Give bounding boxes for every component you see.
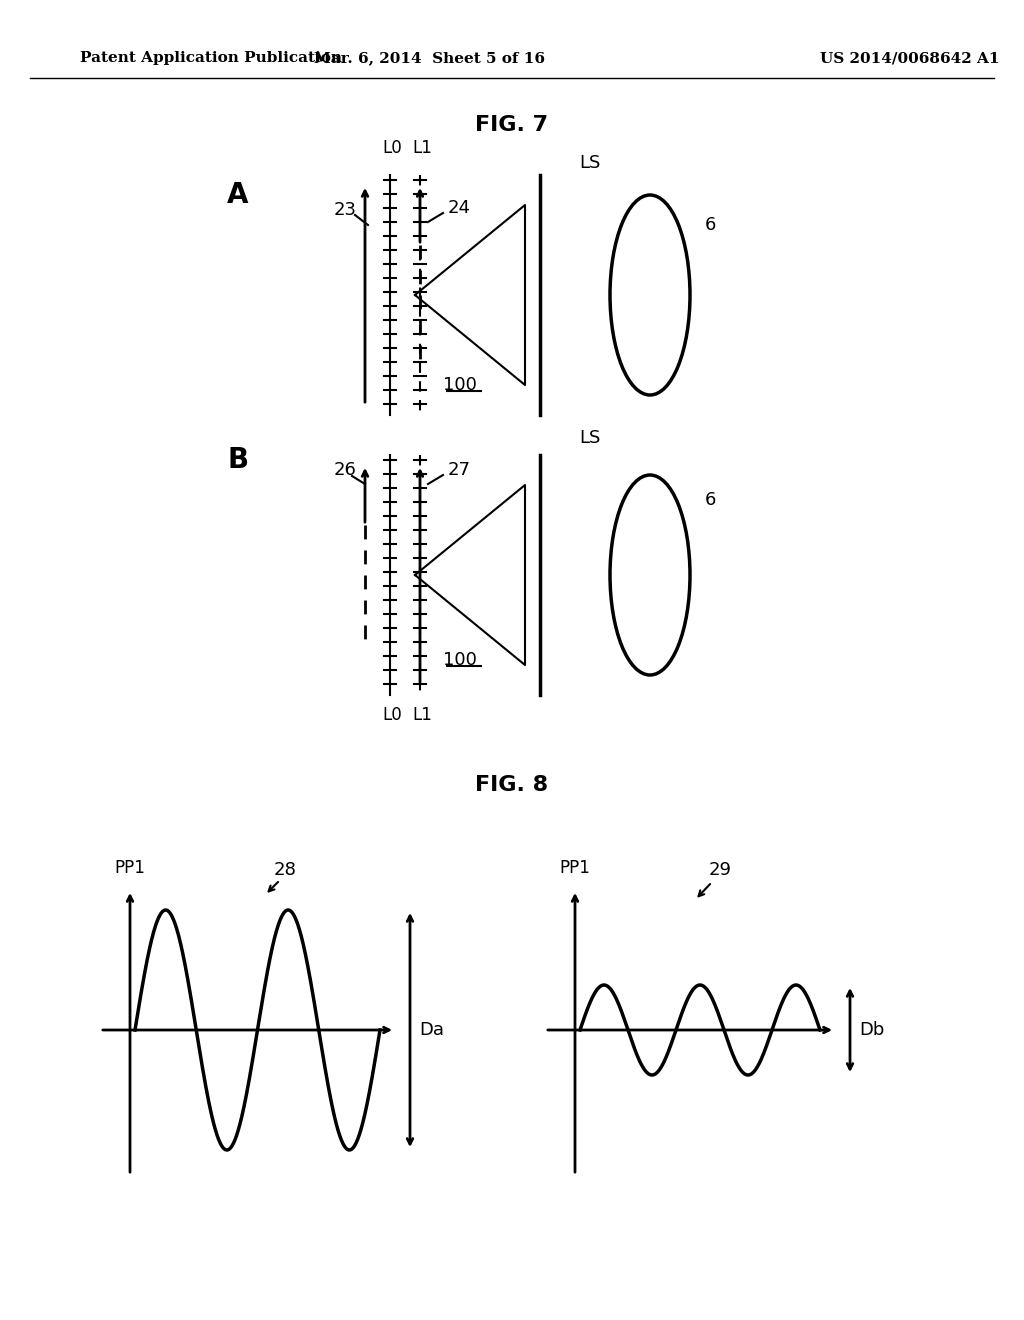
Text: L1: L1 xyxy=(412,706,432,723)
Text: Db: Db xyxy=(859,1020,885,1039)
Text: 100: 100 xyxy=(443,651,477,669)
Text: LS: LS xyxy=(580,154,601,172)
Text: PP1: PP1 xyxy=(559,859,591,876)
Text: US 2014/0068642 A1: US 2014/0068642 A1 xyxy=(820,51,999,65)
Text: FIG. 7: FIG. 7 xyxy=(475,115,549,135)
Text: 28: 28 xyxy=(273,861,296,879)
Text: 6: 6 xyxy=(705,491,716,510)
Text: 27: 27 xyxy=(449,461,471,479)
Text: PP1: PP1 xyxy=(115,859,145,876)
Text: Mar. 6, 2014  Sheet 5 of 16: Mar. 6, 2014 Sheet 5 of 16 xyxy=(314,51,546,65)
Text: LS: LS xyxy=(580,429,601,447)
Text: 6: 6 xyxy=(705,216,716,234)
Text: 23: 23 xyxy=(334,201,356,219)
Text: 29: 29 xyxy=(709,861,731,879)
Text: L1: L1 xyxy=(412,139,432,157)
Text: 24: 24 xyxy=(449,199,471,216)
Text: 100: 100 xyxy=(443,376,477,393)
Text: Patent Application Publication: Patent Application Publication xyxy=(80,51,342,65)
Text: 26: 26 xyxy=(334,461,356,479)
Text: Da: Da xyxy=(420,1020,444,1039)
Text: FIG. 8: FIG. 8 xyxy=(475,775,549,795)
Text: L0: L0 xyxy=(382,706,401,723)
Text: B: B xyxy=(227,446,249,474)
Text: A: A xyxy=(227,181,249,209)
Text: L0: L0 xyxy=(382,139,401,157)
